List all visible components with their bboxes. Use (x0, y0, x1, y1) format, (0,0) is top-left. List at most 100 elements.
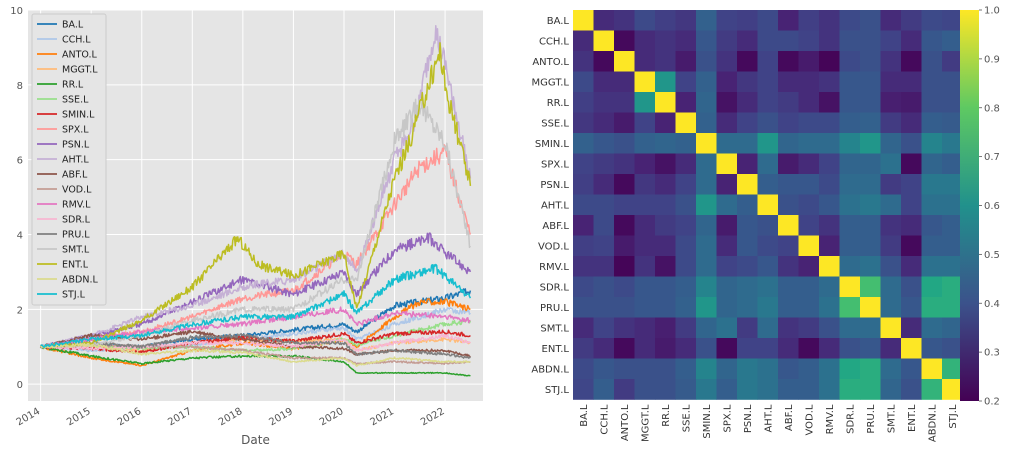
heatmap-column-label: ANTO.L (620, 404, 631, 441)
heatmap-cell (901, 133, 922, 154)
heatmap-cell (716, 133, 738, 154)
heatmap-cell (757, 30, 779, 52)
heatmap-cell (942, 112, 963, 134)
heatmap-cell (860, 358, 881, 380)
heatmap-cell (778, 133, 799, 154)
heatmap-cell (839, 256, 861, 277)
heatmap-cell (716, 215, 738, 236)
heatmap-cell (655, 379, 676, 400)
x-tick-label: 2019 (267, 406, 295, 428)
colorbar-tick-label: 0.3 (984, 348, 1000, 359)
heatmap-cell (737, 30, 758, 52)
series-line-smt-l (40, 96, 472, 349)
heatmap-cell (614, 235, 635, 257)
heatmap-cells (573, 10, 963, 400)
heatmap-cell (798, 194, 820, 216)
heatmap-cell (942, 276, 963, 298)
heatmap-cell (819, 51, 840, 72)
heatmap-cell (716, 358, 738, 380)
heatmap-cell (880, 174, 902, 195)
heatmap-row-label: STJ.L (545, 385, 570, 396)
heatmap-row-label: CCH.L (539, 36, 569, 47)
heatmap-cell (901, 153, 922, 175)
heatmap-column-label: SMIN.L (702, 404, 713, 439)
heatmap-cell (716, 71, 738, 93)
heatmap-cell (675, 256, 697, 277)
heatmap-cell (757, 10, 779, 31)
heatmap-cell (614, 215, 635, 236)
heatmap-cell (573, 276, 594, 298)
heatmap-cell (614, 92, 635, 113)
heatmap-cell (819, 10, 840, 31)
heatmap-cell (839, 92, 861, 113)
legend-entry: STJ.L (62, 290, 86, 301)
heatmap-cell (880, 51, 902, 72)
heatmap-cell (839, 317, 861, 339)
heatmap-cell (798, 276, 820, 298)
heatmap-row-label: AHT.L (541, 200, 569, 211)
x-axis-label: Date (241, 433, 270, 447)
x-tick-label: 2015 (65, 406, 93, 428)
legend-entry: ABF.L (62, 170, 88, 181)
heatmap-cell (573, 379, 594, 400)
heatmap-cell (655, 317, 676, 339)
heatmap-cell (778, 92, 799, 113)
heatmap-cell (593, 379, 615, 400)
heatmap-row-label: SPX.L (541, 159, 569, 170)
heatmap-row-label: VOD.L (538, 241, 569, 252)
heatmap-cell (675, 235, 697, 257)
heatmap-cell (778, 276, 799, 298)
colorbar-tick-label: 0.8 (984, 103, 1000, 114)
heatmap-cell (573, 317, 594, 339)
heatmap-cell (921, 194, 943, 216)
heatmap-cell (573, 92, 594, 113)
heatmap-cell (860, 51, 881, 72)
heatmap-cell (737, 133, 758, 154)
heatmap-cell (942, 133, 963, 154)
heatmap-cell (696, 194, 717, 216)
heatmap-cell (634, 256, 656, 277)
heatmap-cell (634, 153, 656, 175)
heatmap-cell (655, 174, 676, 195)
heatmap-cell (819, 112, 840, 134)
heatmap-cell (655, 71, 676, 93)
series-lines (39, 24, 472, 377)
heatmap-cell (860, 174, 881, 195)
colorbar-tick-label: 0.4 (984, 299, 1000, 310)
heatmap-cell (716, 276, 738, 298)
heatmap-cell (839, 71, 861, 93)
heatmap-cell (655, 194, 676, 216)
heatmap-cell (942, 51, 963, 72)
heatmap-cell (573, 358, 594, 380)
heatmap-cell (921, 112, 943, 134)
heatmap-cell (716, 379, 738, 400)
heatmap-cell (901, 215, 922, 236)
legend-entry: SPX.L (62, 125, 89, 136)
heatmap-cell (798, 92, 820, 113)
heatmap-cell (593, 92, 615, 113)
heatmap-cell (634, 276, 656, 298)
heatmap-cell (860, 10, 881, 31)
heatmap-cell (757, 194, 779, 216)
heatmap-column-label: ENT.L (907, 404, 918, 432)
heatmap-cell (819, 379, 840, 400)
heatmap-row-label: BA.L (547, 16, 570, 27)
heatmap-cell (593, 174, 615, 195)
heatmap-cell (716, 153, 738, 175)
heatmap-cell (573, 30, 594, 52)
heatmap-cell (696, 215, 717, 236)
heatmap-cell (675, 30, 697, 52)
heatmap-cell (901, 256, 922, 277)
heatmap-cell (696, 133, 717, 154)
heatmap-cell (819, 30, 840, 52)
heatmap-cell (655, 153, 676, 175)
heatmap-cell (901, 10, 922, 31)
heatmap-cell (593, 297, 615, 318)
heatmap-cell (737, 297, 758, 318)
heatmap-cell (716, 194, 738, 216)
heatmap-row-label: SMT.L (540, 323, 569, 334)
heatmap-cell (778, 194, 799, 216)
heatmap-cell (880, 276, 902, 298)
heatmap-cell (839, 379, 861, 400)
